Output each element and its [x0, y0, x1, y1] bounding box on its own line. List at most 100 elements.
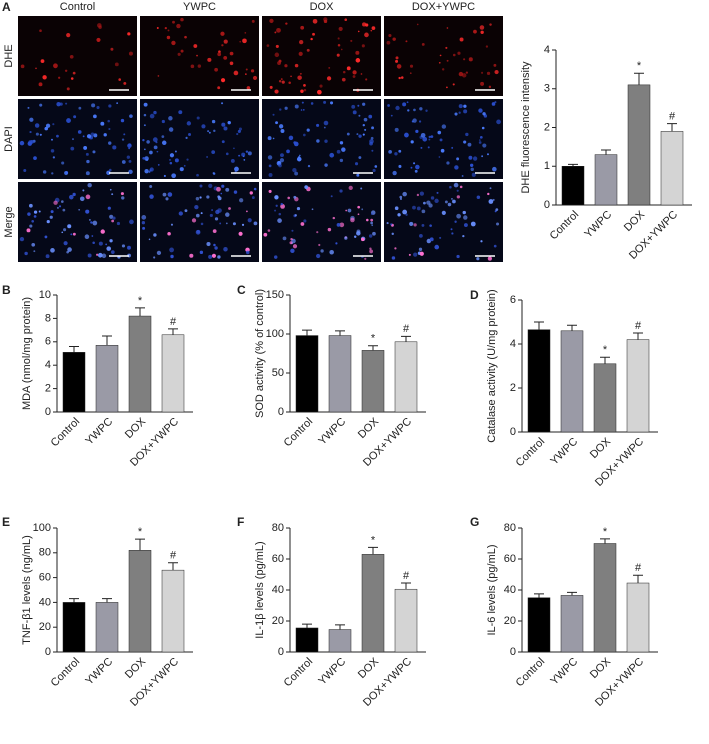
cell: [243, 158, 246, 161]
cell: [180, 49, 184, 53]
cell: [318, 243, 321, 247]
cell: [463, 58, 466, 61]
y-tick-label: 40: [39, 596, 51, 608]
x-tick-label: YWPC: [316, 656, 348, 688]
cell: [286, 149, 290, 154]
cell: [405, 40, 408, 43]
y-tick-label: 4: [45, 359, 51, 371]
cell: [214, 67, 218, 72]
bar: [594, 154, 618, 206]
cell: [85, 171, 90, 176]
cell: [24, 251, 28, 256]
panel-label: D: [470, 288, 479, 302]
cell: [310, 102, 314, 105]
cell: [394, 206, 399, 211]
cell: [44, 126, 49, 131]
cell: [312, 18, 318, 24]
cell: [19, 140, 25, 146]
cell: [352, 110, 357, 115]
cell: [444, 200, 448, 204]
cell: [408, 253, 411, 256]
cell: [66, 87, 70, 91]
cell: [31, 219, 35, 223]
bar: [593, 543, 617, 653]
cell: [86, 159, 90, 164]
cell: [178, 211, 183, 216]
cell: [429, 224, 432, 227]
cell: [106, 246, 112, 251]
cell: [244, 31, 247, 34]
cell: [419, 107, 423, 111]
cell: [275, 204, 278, 207]
cell: [33, 250, 36, 253]
cell: [456, 195, 460, 199]
cell: [480, 81, 485, 86]
micrograph: [384, 99, 503, 179]
cell: [50, 248, 55, 253]
cell: [294, 63, 299, 68]
x-tick-label: Control: [282, 656, 316, 690]
cell: [201, 124, 206, 129]
cell: [39, 29, 42, 33]
cell: [294, 141, 299, 147]
cell: [468, 155, 473, 160]
cell: [174, 158, 179, 163]
significance-marker: *: [138, 295, 143, 307]
error-bar: [634, 72, 644, 85]
cell: [220, 78, 226, 83]
cell: [230, 158, 235, 163]
cell: [232, 222, 236, 226]
error-bar: [335, 330, 345, 336]
bar: [560, 595, 584, 653]
cell: [478, 139, 481, 141]
cell: [329, 250, 334, 255]
cell: [56, 206, 59, 209]
error-bar: [335, 624, 345, 630]
cell: [370, 221, 373, 225]
bar: [161, 569, 185, 653]
cell: [148, 238, 151, 241]
y-tick-label: 2: [510, 382, 516, 394]
cell: [96, 105, 100, 110]
cell: [167, 192, 173, 197]
cell: [458, 104, 463, 109]
cell: [494, 70, 499, 75]
cell: [438, 61, 441, 64]
x-tick-label: Control: [514, 436, 548, 470]
cell: [289, 241, 293, 245]
cell: [420, 132, 426, 138]
cell: [217, 52, 222, 57]
cell: [78, 106, 82, 110]
cell: [157, 163, 160, 166]
cell: [358, 134, 362, 138]
x-tick-label: Control: [548, 209, 582, 243]
cell: [418, 247, 423, 251]
cell: [35, 67, 37, 70]
cell: [337, 37, 340, 40]
error-bar: [633, 574, 643, 584]
cell: [399, 195, 403, 199]
y-axis-title: DHE fluorescence intensity: [520, 61, 532, 194]
cell: [415, 164, 420, 170]
cell: [374, 165, 378, 168]
cell: [91, 235, 94, 237]
cell: [418, 120, 422, 123]
cell: [278, 212, 282, 216]
y-tick-label: 20: [504, 615, 516, 627]
cell: [167, 29, 170, 32]
cell: [241, 223, 245, 226]
cell: [341, 77, 346, 82]
cell: [70, 233, 73, 236]
cell: [56, 134, 59, 138]
cell: [339, 189, 343, 193]
cell: [167, 231, 171, 236]
cell: [336, 222, 341, 227]
cell: [61, 231, 64, 234]
y-axis-title: MDA (nmol/mg protein): [21, 297, 33, 410]
cell: [481, 71, 484, 74]
y-tick-label: 100: [33, 522, 51, 534]
panel-label: G: [470, 515, 479, 529]
cell: [164, 26, 167, 30]
column-label: DOX+YWPC: [412, 1, 475, 13]
cell: [128, 51, 133, 56]
